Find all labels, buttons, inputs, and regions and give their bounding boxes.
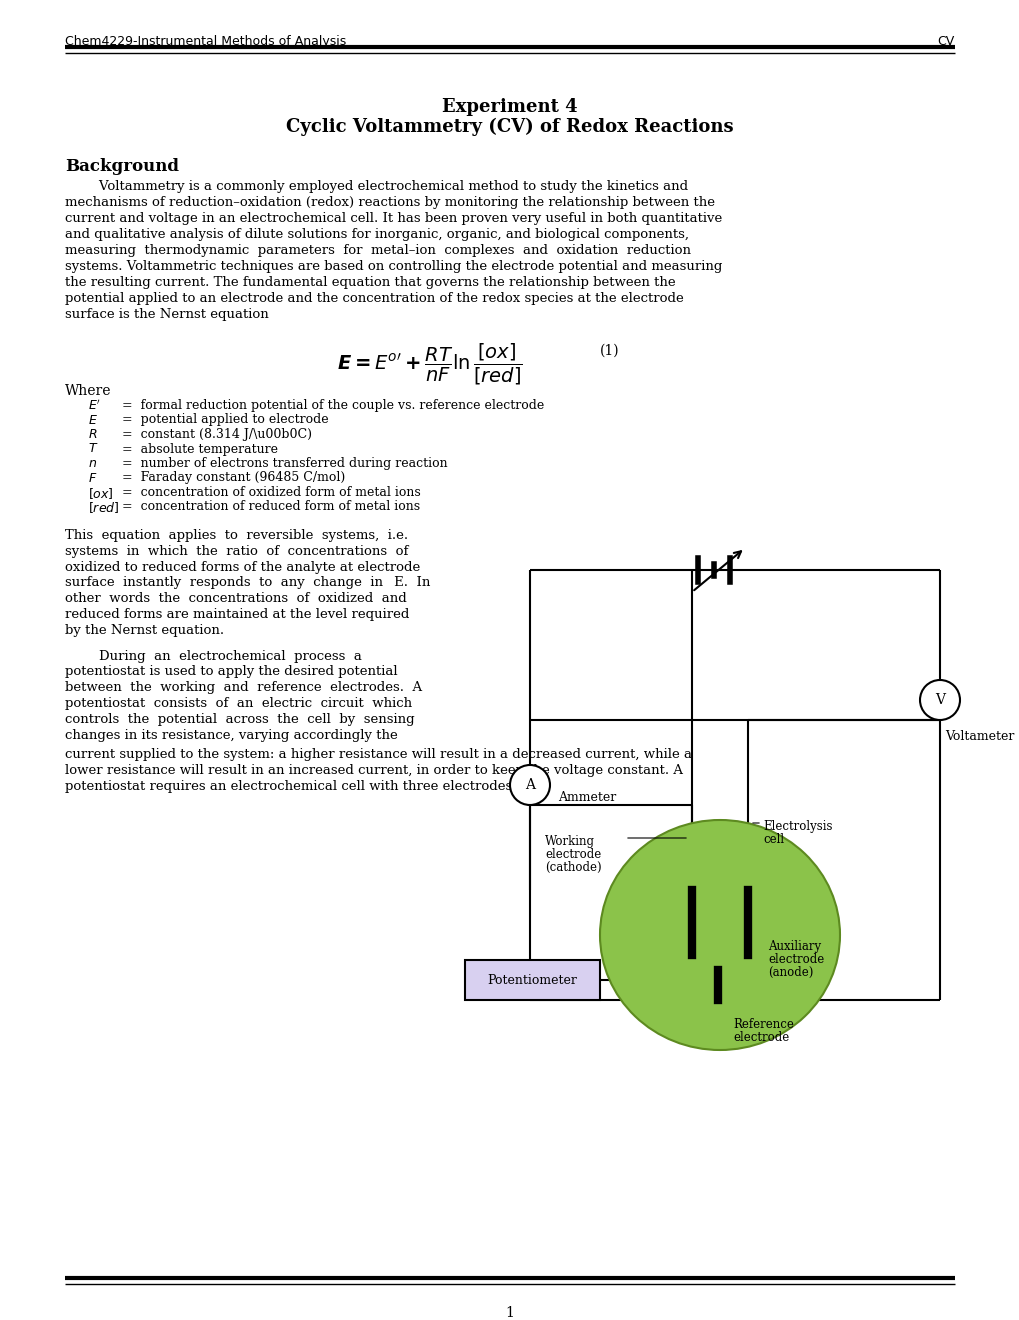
Text: Voltammetry is a commonly employed electrochemical method to study the kinetics : Voltammetry is a commonly employed elect…: [65, 180, 688, 193]
Text: systems  in  which  the  ratio  of  concentrations  of: systems in which the ratio of concentrat…: [65, 545, 408, 558]
Text: surface  instantly  responds  to  any  change  in   E.  In: surface instantly responds to any change…: [65, 577, 430, 590]
Text: electrode: electrode: [767, 953, 823, 966]
Text: Potentiometer: Potentiometer: [487, 974, 577, 986]
Text: reduced forms are maintained at the level required: reduced forms are maintained at the leve…: [65, 609, 409, 620]
Text: Working: Working: [544, 836, 594, 847]
Text: measuring  thermodynamic  parameters  for  metal–ion  complexes  and  oxidation : measuring thermodynamic parameters for m…: [65, 244, 690, 257]
Text: During  an  electrochemical  process  a: During an electrochemical process a: [65, 649, 362, 663]
Text: =  concentration of reduced form of metal ions: = concentration of reduced form of metal…: [118, 500, 420, 513]
Circle shape: [510, 766, 549, 805]
Text: This  equation  applies  to  reversible  systems,  i.e.: This equation applies to reversible syst…: [65, 529, 408, 543]
Text: =  constant (8.314 J/\u00b0C): = constant (8.314 J/\u00b0C): [118, 428, 312, 441]
Text: =  Faraday constant (96485 C/mol): = Faraday constant (96485 C/mol): [118, 471, 344, 484]
Text: by the Nernst equation.: by the Nernst equation.: [65, 624, 224, 636]
Text: Chem4229-Instrumental Methods of Analysis: Chem4229-Instrumental Methods of Analysi…: [65, 36, 345, 48]
Text: V: V: [934, 693, 944, 708]
Text: oxidized to reduced forms of the analyte at electrode: oxidized to reduced forms of the analyte…: [65, 561, 420, 574]
Text: current and voltage in an electrochemical cell. It has been proven very useful i: current and voltage in an electrochemica…: [65, 213, 721, 224]
Text: cell: cell: [762, 833, 784, 846]
Text: CV: CV: [936, 36, 954, 48]
Text: Reference: Reference: [733, 1018, 793, 1031]
Text: =  concentration of oxidized form of metal ions: = concentration of oxidized form of meta…: [118, 486, 421, 499]
Text: Cyclic Voltammetry (CV) of Redox Reactions: Cyclic Voltammetry (CV) of Redox Reactio…: [286, 117, 733, 136]
Text: Auxiliary: Auxiliary: [767, 940, 820, 953]
Text: Where: Where: [65, 384, 111, 399]
Text: other  words  the  concentrations  of  oxidized  and: other words the concentrations of oxidiz…: [65, 593, 407, 605]
Text: $F$: $F$: [88, 471, 97, 484]
Ellipse shape: [599, 820, 840, 1049]
Text: 1: 1: [505, 1305, 514, 1320]
Text: electrode: electrode: [733, 1031, 789, 1044]
Text: electrode: electrode: [544, 847, 600, 861]
Text: $T$: $T$: [88, 442, 99, 455]
Text: $[red]$: $[red]$: [88, 500, 119, 515]
Text: and qualitative analysis of dilute solutions for inorganic, organic, and biologi: and qualitative analysis of dilute solut…: [65, 228, 688, 242]
Text: =  formal reduction potential of the couple vs. reference electrode: = formal reduction potential of the coup…: [118, 399, 544, 412]
Text: potential applied to an electrode and the concentration of the redox species at : potential applied to an electrode and th…: [65, 292, 683, 305]
Text: =  number of electrons transferred during reaction: = number of electrons transferred during…: [118, 457, 447, 470]
Text: =  absolute temperature: = absolute temperature: [118, 442, 278, 455]
Text: lower resistance will result in an increased current, in order to keep the volta: lower resistance will result in an incre…: [65, 764, 683, 777]
Text: current supplied to the system: a higher resistance will result in a decreased c: current supplied to the system: a higher…: [65, 748, 691, 762]
Text: $E^\prime$: $E^\prime$: [88, 399, 101, 413]
Text: Ammeter: Ammeter: [557, 791, 615, 804]
Text: $E$: $E$: [88, 413, 98, 426]
Text: (anode): (anode): [767, 966, 812, 979]
Text: potentiostat  consists  of  an  electric  circuit  which: potentiostat consists of an electric cir…: [65, 697, 412, 710]
Text: =  potential applied to electrode: = potential applied to electrode: [118, 413, 328, 426]
Text: the resulting current. The fundamental equation that governs the relationship be: the resulting current. The fundamental e…: [65, 276, 675, 289]
Text: surface is the Nernst equation: surface is the Nernst equation: [65, 308, 268, 321]
Text: potentiostat requires an electrochemical cell with three electrodes:: potentiostat requires an electrochemical…: [65, 780, 517, 793]
Text: potentiostat is used to apply the desired potential: potentiostat is used to apply the desire…: [65, 665, 397, 678]
Text: (cathode): (cathode): [544, 861, 601, 874]
Text: Electrolysis: Electrolysis: [762, 820, 832, 833]
Text: systems. Voltammetric techniques are based on controlling the electrode potentia: systems. Voltammetric techniques are bas…: [65, 260, 721, 273]
Text: $n$: $n$: [88, 457, 97, 470]
Text: Voltameter: Voltameter: [944, 730, 1013, 743]
Text: controls  the  potential  across  the  cell  by  sensing: controls the potential across the cell b…: [65, 713, 414, 726]
Text: Background: Background: [65, 158, 178, 176]
Text: $\boldsymbol{E = E^{o\prime} + \dfrac{RT}{nF}\ln\dfrac{[ox]}{[red]}}$: $\boldsymbol{E = E^{o\prime} + \dfrac{RT…: [336, 342, 523, 387]
Text: $R$: $R$: [88, 428, 98, 441]
Circle shape: [919, 680, 959, 719]
Text: $[ox]$: $[ox]$: [88, 486, 114, 500]
Text: mechanisms of reduction–oxidation (redox) reactions by monitoring the relationsh: mechanisms of reduction–oxidation (redox…: [65, 195, 714, 209]
Text: changes in its resistance, varying accordingly the: changes in its resistance, varying accor…: [65, 729, 397, 742]
Text: (1): (1): [599, 345, 619, 358]
Text: A: A: [525, 777, 535, 792]
Text: between  the  working  and  reference  electrodes.  A: between the working and reference electr…: [65, 681, 422, 694]
FancyBboxPatch shape: [465, 960, 599, 1001]
Text: Experiment 4: Experiment 4: [442, 98, 577, 116]
